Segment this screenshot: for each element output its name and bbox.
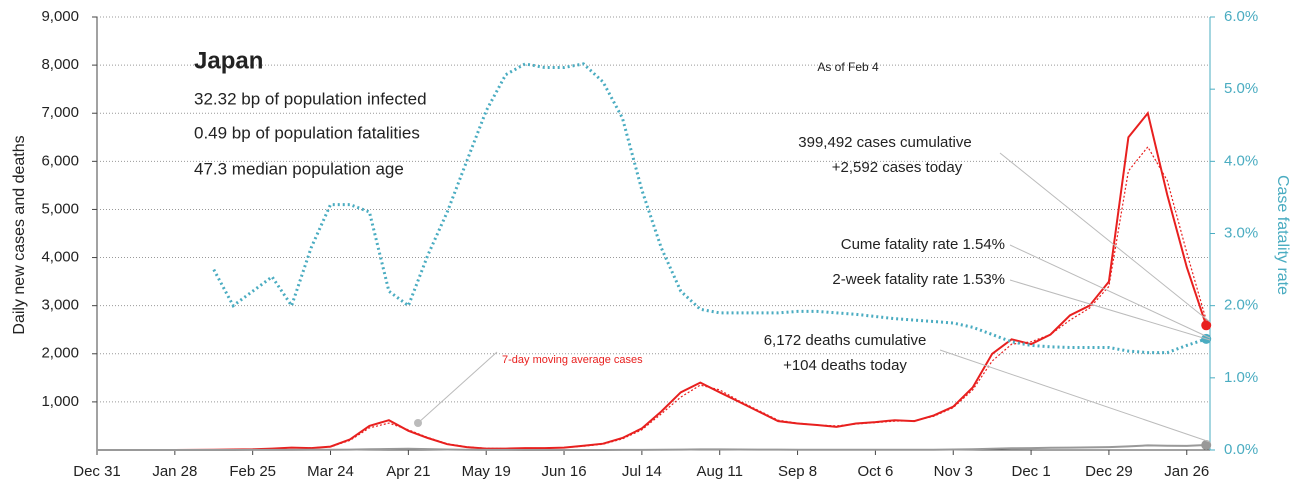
y-tick-label: 5,000 [41, 200, 79, 217]
annotation: 7-day moving average cases [502, 354, 643, 366]
y-tick-label: 4,000 [41, 249, 79, 266]
y2-tick-label: 3.0% [1224, 224, 1258, 241]
y-axis-label: Daily new cases and deaths [11, 135, 28, 334]
y-tick-label: 1,000 [41, 393, 79, 410]
y-tick-label: 7,000 [41, 104, 79, 121]
y2-tick-label: 2.0% [1224, 297, 1258, 314]
subtitle: 0.49 bp of population fatalities [194, 123, 420, 142]
y-tick-label: 3,000 [41, 297, 79, 314]
x-tick-label: Nov 3 [934, 463, 973, 480]
x-tick-label: Aug 11 [697, 463, 743, 480]
chart-title: Japan [194, 47, 263, 74]
leader-line [1009, 244, 1211, 339]
series-line [97, 444, 1207, 451]
x-tick-label: Feb 25 [229, 463, 276, 480]
y-tick-label: 9,000 [41, 8, 79, 25]
plot: 1,000 2,000 3,000 4,000 5,000 6,000 7,000 8,000… [41, 8, 1258, 480]
annotation: +2,592 cases today [832, 159, 963, 176]
x-tick-label: Oct 6 [857, 463, 893, 480]
x-tick-label: Dec 29 [1085, 463, 1133, 480]
leader-line [999, 152, 1211, 323]
subtitle: 47.3 median population age [194, 159, 404, 178]
series-line [97, 145, 1207, 451]
leader-line [1009, 279, 1211, 341]
x-tick-label: May 19 [462, 463, 511, 480]
annotation: As of Feb 4 [817, 60, 879, 74]
y2-tick-label: 6.0% [1224, 8, 1258, 25]
end-marker [1201, 320, 1212, 331]
y2-tick-label: 5.0% [1224, 80, 1258, 97]
subtitle: 32.32 bp of population infected [194, 89, 427, 108]
annotation: Cume fatality rate 1.54% [841, 236, 1005, 253]
x-tick-label: Jan 26 [1164, 463, 1209, 480]
x-tick-label: Jan 28 [152, 463, 197, 480]
leader-line [939, 349, 1211, 443]
y2-axis-label: Case fatality rate [1274, 175, 1291, 295]
y2-tick-label: 0.0% [1224, 441, 1258, 458]
x-tick-label: Dec 31 [73, 463, 121, 480]
leader-lines [414, 152, 1211, 443]
x-tick-label: Mar 24 [307, 463, 354, 480]
leader-line [417, 351, 498, 424]
leader-dot [414, 419, 422, 427]
y2-tick-label: 4.0% [1224, 152, 1258, 169]
end-marker [1201, 439, 1212, 450]
x-tick-label: Apr 21 [386, 463, 430, 480]
annotation: 399,492 cases cumulative [798, 134, 971, 151]
x-tick-label: Dec 1 [1011, 463, 1050, 480]
x-tick-label: Jun 16 [542, 463, 587, 480]
annotation: +104 deaths today [783, 357, 907, 374]
y2-tick-label: 1.0% [1224, 369, 1258, 386]
x-tick-label: Jul 14 [622, 463, 662, 480]
y-tick-label: 8,000 [41, 56, 79, 73]
annotation: 2-week fatality rate 1.53% [832, 271, 1005, 288]
y-tick-label: 2,000 [41, 345, 79, 362]
x-tick-label: Sep 8 [778, 463, 817, 480]
annotation: 6,172 deaths cumulative [764, 332, 927, 349]
y-tick-label: 6,000 [41, 152, 79, 169]
